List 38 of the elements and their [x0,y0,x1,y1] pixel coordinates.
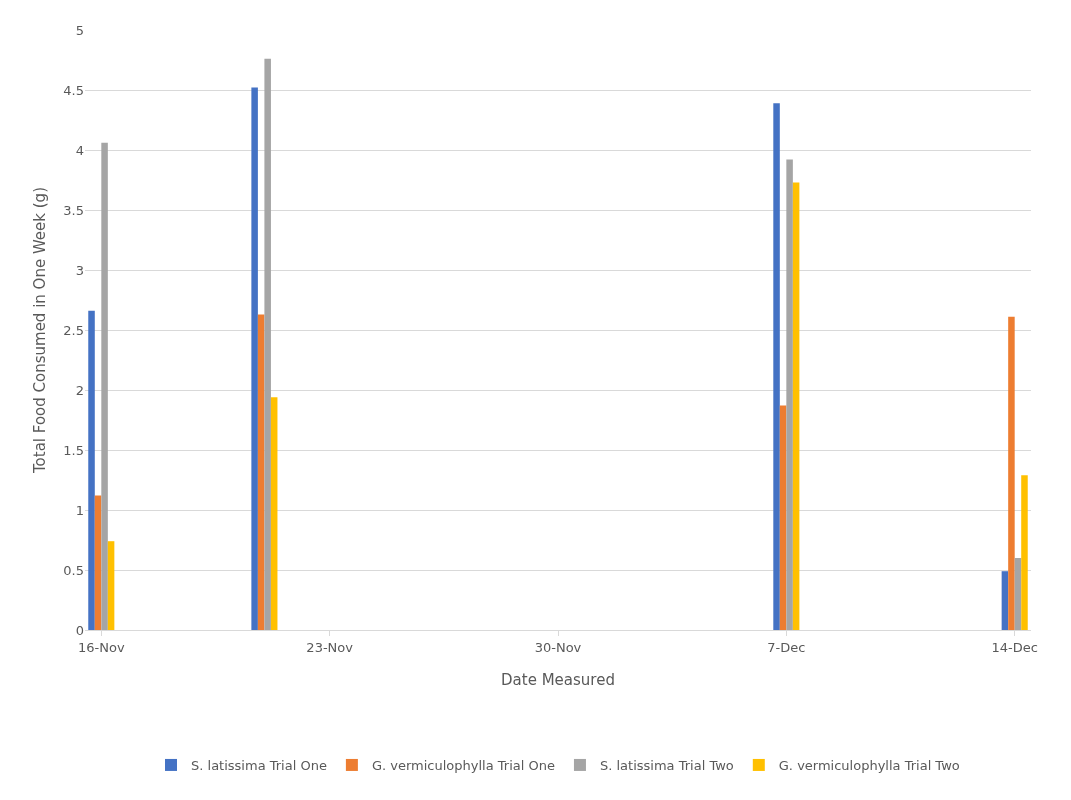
bar [779,405,787,630]
bar [257,314,265,630]
bar [1008,316,1015,630]
y-tick-label: 1 [75,502,84,518]
bar [792,182,800,630]
bar [1021,475,1028,630]
x-tick-label: 14-Dec [991,639,1038,655]
y-tick-label: 3.5 [63,202,84,218]
bar [1001,571,1009,630]
y-tick-label: 1.5 [63,442,84,458]
bar [270,397,278,630]
bar [107,541,115,630]
bar [773,103,780,630]
bar [264,58,271,630]
bar [88,310,95,630]
y-tick-label: 4.5 [63,82,84,98]
x-tick-label: 16-Nov [78,639,125,655]
y-axis-title: Total Food Consumed in One Week (g) [31,187,49,474]
y-tick-label: 3 [75,262,84,278]
bar [1014,558,1022,630]
legend-label: S. latissima Trial One [191,758,327,774]
legend-label: S. latissima Trial Two [599,758,734,774]
y-tick-label: 4 [75,142,84,158]
x-tick-label: 7-Dec [767,639,806,655]
legend-label: G. vermiculophylla Trial Two [778,758,960,774]
y-tick-label: 5 [75,22,84,38]
x-axis-title: Date Measured [501,671,615,689]
y-tick-label: 2 [75,382,84,398]
y-tick-label: 0.5 [63,562,84,578]
legend-label: G. vermiculophylla Trial One [371,758,555,774]
x-tick-label: 23-Nov [306,639,354,655]
x-tick-label: 30-Nov [534,639,582,655]
bar [786,159,793,630]
y-tick-label: 0 [75,622,84,638]
bar [101,142,108,630]
y-tick-label: 2.5 [63,322,84,338]
bar [251,87,258,630]
bar [94,495,102,630]
